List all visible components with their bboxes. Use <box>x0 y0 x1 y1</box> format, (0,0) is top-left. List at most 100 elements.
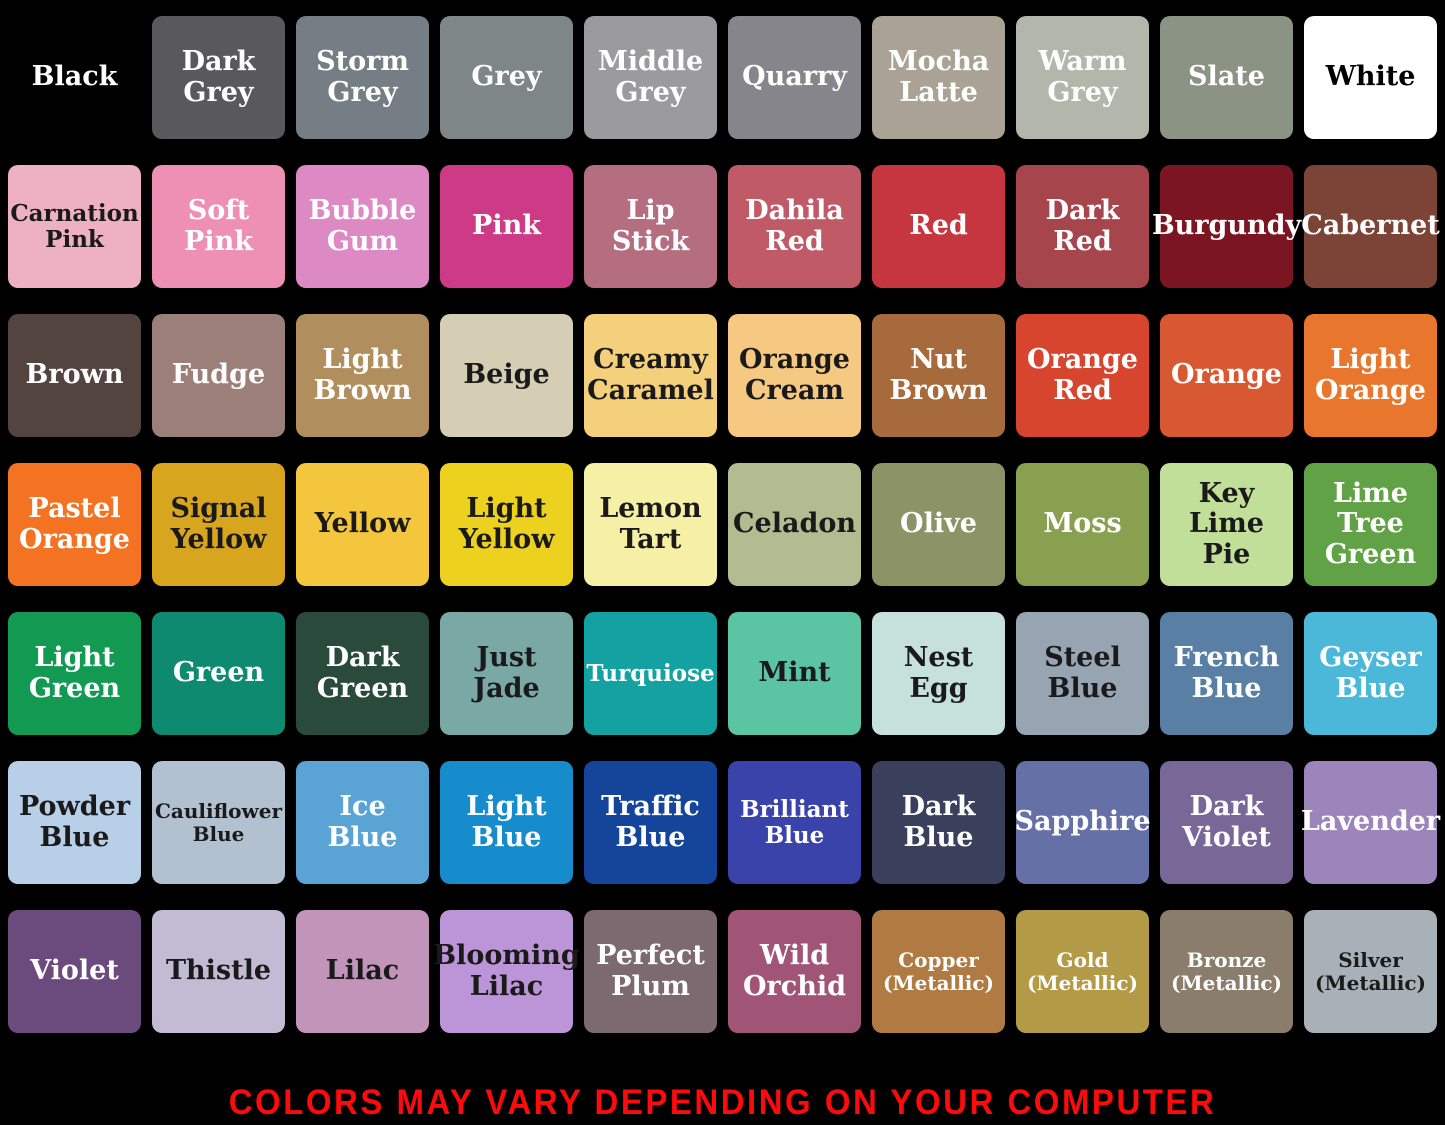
color-swatch-dark-green: Dark Green <box>296 612 429 735</box>
color-swatch-light-green: Light Green <box>8 612 141 735</box>
color-swatch-label: Olive <box>900 508 977 540</box>
color-swatch-moss: Moss <box>1016 463 1149 586</box>
color-swatch-mocha-latte: Mocha Latte <box>872 16 1005 139</box>
color-swatch-red: Red <box>872 165 1005 288</box>
color-swatch-brilliant-blue: Brilliant Blue <box>728 761 861 884</box>
color-swatch-label: Carnation Pink <box>10 199 139 253</box>
color-swatch-label: Mocha Latte <box>887 46 990 108</box>
color-swatch-yellow: Yellow <box>296 463 429 586</box>
color-swatch-label: Thistle <box>165 955 272 987</box>
color-swatch-label: Beige <box>463 359 550 391</box>
color-swatch-label: Black <box>31 61 118 93</box>
color-swatch-light-yellow: Light Yellow <box>440 463 573 586</box>
color-swatch-traffic-blue: Traffic Blue <box>584 761 717 884</box>
color-swatch-lavender: Lavender <box>1301 761 1440 884</box>
color-swatch-label: Orange Cream <box>739 344 850 406</box>
color-swatch-lilac: Lilac <box>296 910 429 1033</box>
color-swatch-signal-yellow: Signal Yellow <box>152 463 285 586</box>
color-swatch-label: Copper (Metallic) <box>883 948 994 995</box>
color-swatch-nut-brown: Nut Brown <box>872 314 1005 437</box>
color-swatch-label: Nut Brown <box>889 344 988 406</box>
color-swatch-label: Cabernet <box>1301 210 1440 242</box>
color-swatch-middle-grey: Middle Grey <box>584 16 717 139</box>
color-swatch-label: Middle Grey <box>597 46 704 108</box>
color-swatch-green: Green <box>152 612 285 735</box>
color-swatch-powder-blue: Powder Blue <box>8 761 141 884</box>
color-grid: Black Dark Grey Storm Grey Grey Middle Grey Q… <box>8 16 1440 1033</box>
color-swatch-label: Dahila Red <box>745 195 844 257</box>
color-swatch-label: Fudge <box>171 359 266 391</box>
color-swatch-label: Light Blue <box>466 791 547 853</box>
color-swatch-label: Traffic Blue <box>601 791 700 853</box>
color-swatch-quarry: Quarry <box>728 16 861 139</box>
color-swatch-nest-egg: Nest Egg <box>872 612 1005 735</box>
color-swatch-label: French Blue <box>1173 642 1280 704</box>
color-swatch-fudge: Fudge <box>152 314 285 437</box>
color-swatch-label: Light Orange <box>1315 344 1426 406</box>
color-swatch-carnation-pink: Carnation Pink <box>8 165 141 288</box>
footer-disclaimer: COLORS MAY VARY DEPENDING ON YOUR COMPUT… <box>228 1081 1217 1122</box>
color-swatch-label: Perfect Plum <box>596 940 705 1002</box>
color-swatch-lip-stick: Lip Stick <box>584 165 717 288</box>
color-swatch-label: Dark Grey <box>181 46 256 108</box>
color-swatch-label: Lemon Tart <box>599 493 702 555</box>
color-swatch-lime-tree-green: Lime Tree Green <box>1304 463 1437 586</box>
color-swatch-label: Cauliflower Blue <box>155 799 282 846</box>
color-swatch-pastel-orange: Pastel Orange <box>8 463 141 586</box>
color-swatch-grey: Grey <box>440 16 573 139</box>
color-swatch-label: Nest Egg <box>903 642 974 704</box>
color-swatch-beige: Beige <box>440 314 573 437</box>
color-swatch-label: Brown <box>25 359 124 391</box>
color-swatch-dark-red: Dark Red <box>1016 165 1149 288</box>
color-swatch-label: Warm Grey <box>1038 46 1127 108</box>
color-swatch-label: Geyser Blue <box>1319 642 1422 704</box>
color-swatch-light-brown: Light Brown <box>296 314 429 437</box>
color-swatch-olive: Olive <box>872 463 1005 586</box>
color-swatch-celadon: Celadon <box>728 463 861 586</box>
color-swatch-dark-grey: Dark Grey <box>152 16 285 139</box>
color-swatch-label: Red <box>909 210 968 242</box>
color-swatch-label: Signal Yellow <box>170 493 267 555</box>
color-swatch-burgundy: Burgundy <box>1152 165 1301 288</box>
color-swatch-label: Dark Blue <box>901 791 976 853</box>
color-swatch-silver-metallic: Silver (Metallic) <box>1304 910 1437 1033</box>
color-swatch-label: Wild Orchid <box>743 940 846 1002</box>
color-swatch-label: Light Brown <box>313 344 412 406</box>
color-swatch-light-blue: Light Blue <box>440 761 573 884</box>
color-swatch-label: Violet <box>30 955 119 987</box>
color-swatch-label: Lavender <box>1300 806 1441 838</box>
color-swatch-label: Creamy Caramel <box>587 344 714 406</box>
color-swatch-label: Grey <box>471 61 542 93</box>
color-swatch-creamy-caramel: Creamy Caramel <box>584 314 717 437</box>
color-swatch-label: Celadon <box>733 508 856 540</box>
color-swatch-brown: Brown <box>8 314 141 437</box>
color-swatch-label: Slate <box>1188 61 1265 93</box>
color-swatch-label: Green <box>172 657 265 689</box>
color-swatch-black: Black <box>8 16 141 139</box>
color-swatch-pink: Pink <box>440 165 573 288</box>
color-swatch-orange-cream: Orange Cream <box>728 314 861 437</box>
color-swatch-label: Steel Blue <box>1044 642 1121 704</box>
color-swatch-wild-orchid: Wild Orchid <box>728 910 861 1033</box>
color-swatch-label: Pastel Orange <box>19 493 130 555</box>
color-swatch-soft-pink: Soft Pink <box>152 165 285 288</box>
color-swatch-label: Storm Grey <box>316 46 409 108</box>
color-swatch-label: Lime Tree Green <box>1324 478 1417 570</box>
color-swatch-cabernet: Cabernet <box>1301 165 1440 288</box>
color-swatch-bubble-gum: Bubble Gum <box>296 165 429 288</box>
color-swatch-label: Gold (Metallic) <box>1027 948 1138 995</box>
color-swatch-thistle: Thistle <box>152 910 285 1033</box>
color-swatch-warm-grey: Warm Grey <box>1016 16 1149 139</box>
color-swatch-label: Light Green <box>28 642 121 704</box>
color-swatch-orange-red: Orange Red <box>1016 314 1149 437</box>
color-swatch-orange: Orange <box>1160 314 1293 437</box>
color-swatch-label: Powder Blue <box>18 791 131 853</box>
color-swatch-bronze-metallic: Bronze (Metallic) <box>1160 910 1293 1033</box>
color-swatch-label: Quarry <box>742 61 847 93</box>
color-swatch-violet: Violet <box>8 910 141 1033</box>
color-swatch-label: Dark Red <box>1045 195 1120 257</box>
color-swatch-label: Sapphire <box>1014 806 1151 838</box>
color-swatch-label: Turquiose <box>586 659 715 687</box>
color-swatch-label: Blooming Lilac <box>433 940 580 1002</box>
